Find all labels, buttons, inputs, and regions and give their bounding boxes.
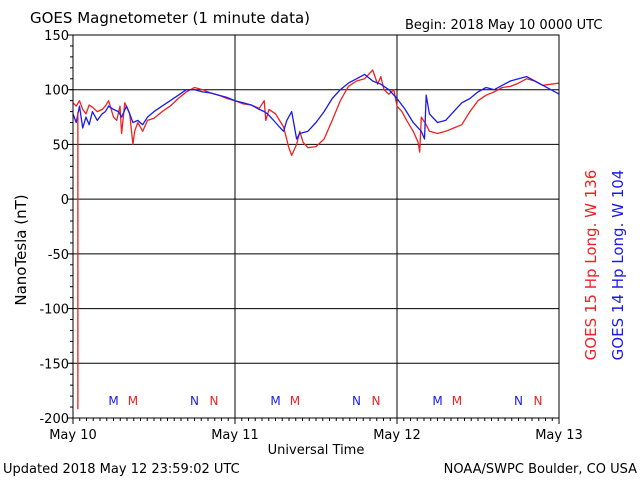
marker-label: N xyxy=(514,394,523,408)
legend-goes15: GOES 15 Hp Long. W 136 xyxy=(582,170,600,361)
series-line-goes15 xyxy=(72,69,560,157)
marker-label: M xyxy=(128,394,138,408)
series-line-goes14 xyxy=(72,73,560,140)
x-tick-label: May 11 xyxy=(211,428,259,443)
y-tick-label: -200 xyxy=(39,412,69,427)
series-lines xyxy=(72,69,560,410)
y-tick-label: 50 xyxy=(52,138,69,153)
marker-label: M xyxy=(290,394,300,408)
x-tick-label: May 10 xyxy=(49,428,97,443)
marker-label: N xyxy=(352,394,361,408)
begin-label: Begin: 2018 May 10 0000 UTC xyxy=(405,18,602,33)
y-axis-label: NanoTesla (nT) xyxy=(12,194,30,305)
y-tick-label: -100 xyxy=(39,303,69,318)
y-axis-ticks: 150 100 50 0 -50 -100 -150 -200 xyxy=(39,29,73,427)
credit-label: NOAA/SWPC Boulder, CO USA xyxy=(444,462,637,477)
marker-label: N xyxy=(533,394,542,408)
marker-label: M xyxy=(270,394,280,408)
legend-goes14: GOES 14 Hp Long. W 104 xyxy=(609,170,627,361)
y-tick-label: -150 xyxy=(39,357,69,372)
marker-label: M xyxy=(432,394,442,408)
marker-label: N xyxy=(371,394,380,408)
marker-label: M xyxy=(108,394,118,408)
grid-lines xyxy=(72,34,560,419)
marker-label: M xyxy=(452,394,462,408)
y-tick-label: 100 xyxy=(44,84,69,99)
chart-title: GOES Magnetometer (1 minute data) xyxy=(30,9,310,27)
y-tick-label: 0 xyxy=(61,193,69,208)
marker-label: N xyxy=(190,394,199,408)
x-axis-label: Universal Time xyxy=(268,443,365,458)
x-tick-label: May 12 xyxy=(373,428,421,443)
x-tick-label: May 13 xyxy=(535,428,583,443)
y-tick-label: 150 xyxy=(44,29,69,44)
y-tick-label: -50 xyxy=(48,248,69,263)
updated-timestamp: Updated 2018 May 12 23:59:02 UTC xyxy=(3,462,240,477)
plot-frame xyxy=(72,34,560,419)
x-axis-ticks: May 10 May 11 May 12 May 13 xyxy=(49,418,583,443)
marker-label: N xyxy=(209,394,218,408)
